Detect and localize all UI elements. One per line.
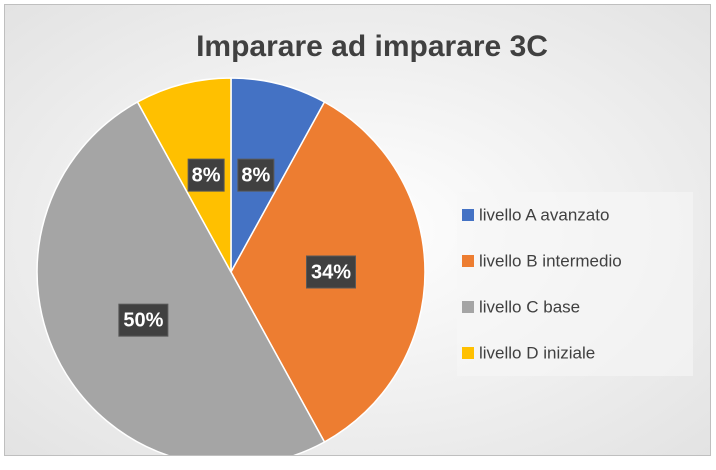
data-label: 34%	[311, 261, 351, 283]
pie-slice	[136, 77, 232, 273]
pie-slice	[36, 100, 326, 455]
legend-marker	[462, 255, 474, 267]
data-label: 8%	[241, 164, 270, 186]
legend-label: livello A avanzato	[479, 205, 609, 224]
legend-label: livello B intermedio	[479, 251, 622, 270]
legend: livello A avanzato livello B intermedio li…	[457, 192, 693, 376]
legend-label: livello C base	[479, 297, 580, 316]
legend-label: livello D iniziale	[479, 343, 595, 362]
pie	[36, 77, 426, 455]
pie-slice	[230, 77, 326, 273]
data-label: 50%	[123, 309, 163, 331]
data-label-box	[306, 255, 356, 289]
data-label: 8%	[192, 164, 221, 186]
legend-marker	[462, 301, 474, 313]
chart-title: Imparare ad imparare 3C	[196, 30, 548, 63]
data-label-box	[118, 303, 169, 337]
data-label-box	[237, 158, 275, 192]
data-label-box	[187, 158, 225, 192]
legend-marker	[462, 209, 474, 221]
legend-marker	[462, 347, 474, 359]
data-labels: 8% 34% 50% 8%	[118, 158, 356, 337]
legend-box	[457, 192, 693, 376]
